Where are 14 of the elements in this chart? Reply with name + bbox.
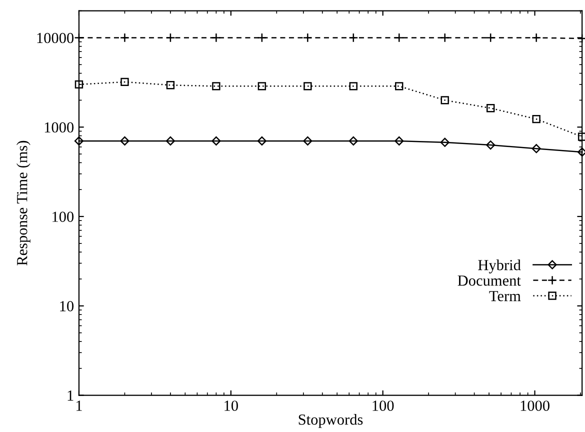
y-tick-label: 10 xyxy=(60,301,74,312)
x-tick-label: 10 xyxy=(224,400,238,411)
legend-label: Term xyxy=(489,291,521,302)
x-tick-label: 1000 xyxy=(520,400,550,411)
legend-label: Hybrid xyxy=(478,259,521,274)
y-tick-label: 10000 xyxy=(37,32,74,44)
y-axis-title: Response Time (ms) xyxy=(16,140,30,266)
y-tick-label: 100 xyxy=(52,212,74,222)
y-tick-label: 1 xyxy=(68,390,74,401)
x-tick-label: 100 xyxy=(372,400,394,411)
x-tick-label: 1 xyxy=(76,400,82,411)
x-axis-title: Stopwords xyxy=(298,414,363,428)
legend-label: Document xyxy=(458,276,521,286)
y-tick-label: 1000 xyxy=(44,122,74,133)
